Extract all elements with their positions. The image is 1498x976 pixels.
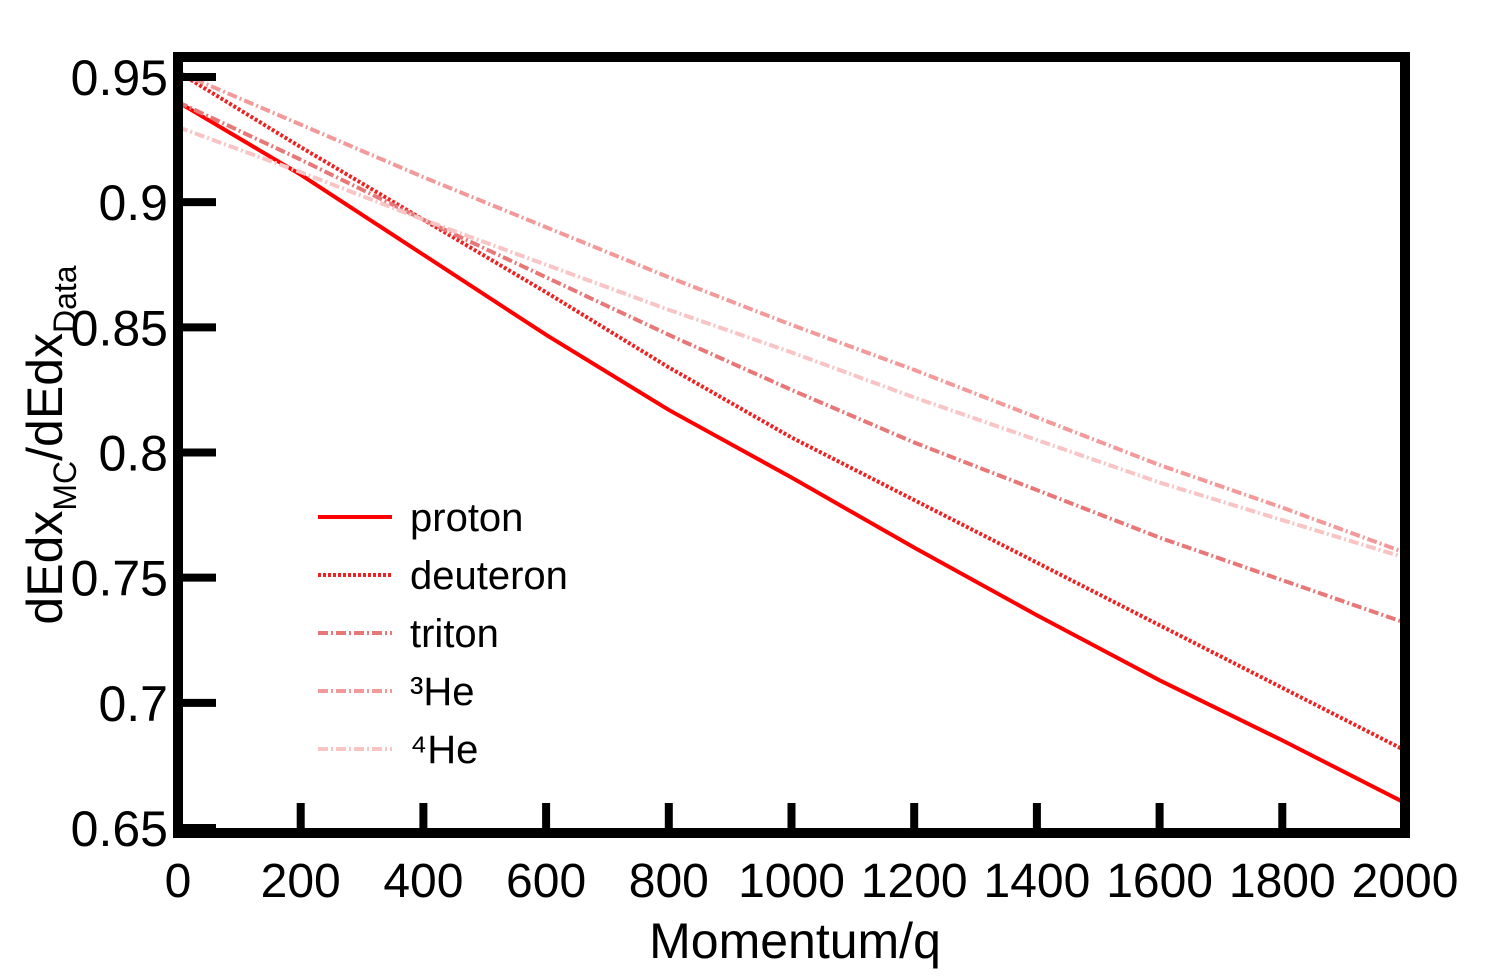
x-tick-label: 600 (506, 855, 586, 908)
legend-label: triton (410, 612, 499, 656)
x-tick-label: 2000 (1352, 855, 1459, 908)
plot-frame (173, 52, 1410, 838)
x-tick-label: 400 (383, 855, 463, 908)
y-axis-label-part: Data (47, 265, 83, 333)
series-line (177, 125, 1406, 560)
legend-label: proton (410, 496, 523, 540)
x-tick-label: 0 (165, 855, 192, 908)
x-tick-label: 1000 (738, 855, 845, 908)
x-tick-label: 800 (629, 855, 709, 908)
y-axis-label-part: /dEdx (17, 333, 73, 461)
series-line (177, 70, 1406, 555)
y-tick-label: 0.85 (71, 300, 168, 356)
series-line (177, 100, 1406, 625)
y-tick-label: 0.65 (71, 801, 168, 857)
legend-label: deuteron (410, 554, 568, 598)
x-tick-label: 1200 (861, 855, 968, 908)
legend-label: ⁴He (410, 728, 478, 772)
y-tick-label: 0.7 (98, 676, 168, 732)
series-line (176, 70, 1406, 753)
y-tick-label: 0.9 (98, 175, 168, 231)
y-tick-label: 0.75 (71, 551, 168, 607)
x-axis-label: Momentum/q (649, 913, 941, 969)
series-line (176, 100, 1406, 805)
x-tick-label: 1600 (1106, 855, 1213, 908)
legend-label: ³He (410, 670, 474, 714)
x-tick-label: 1800 (1229, 855, 1336, 908)
y-tick-label: 0.8 (98, 426, 168, 482)
x-tick-label: 200 (261, 855, 341, 908)
y-axis-label: dEdxMC/dEdxData (17, 265, 83, 624)
y-axis-label-part: MC (47, 461, 83, 511)
x-tick-label: 1400 (984, 855, 1091, 908)
y-tick-label: 0.95 (71, 50, 168, 106)
y-axis-label-part: dEdx (17, 511, 73, 625)
